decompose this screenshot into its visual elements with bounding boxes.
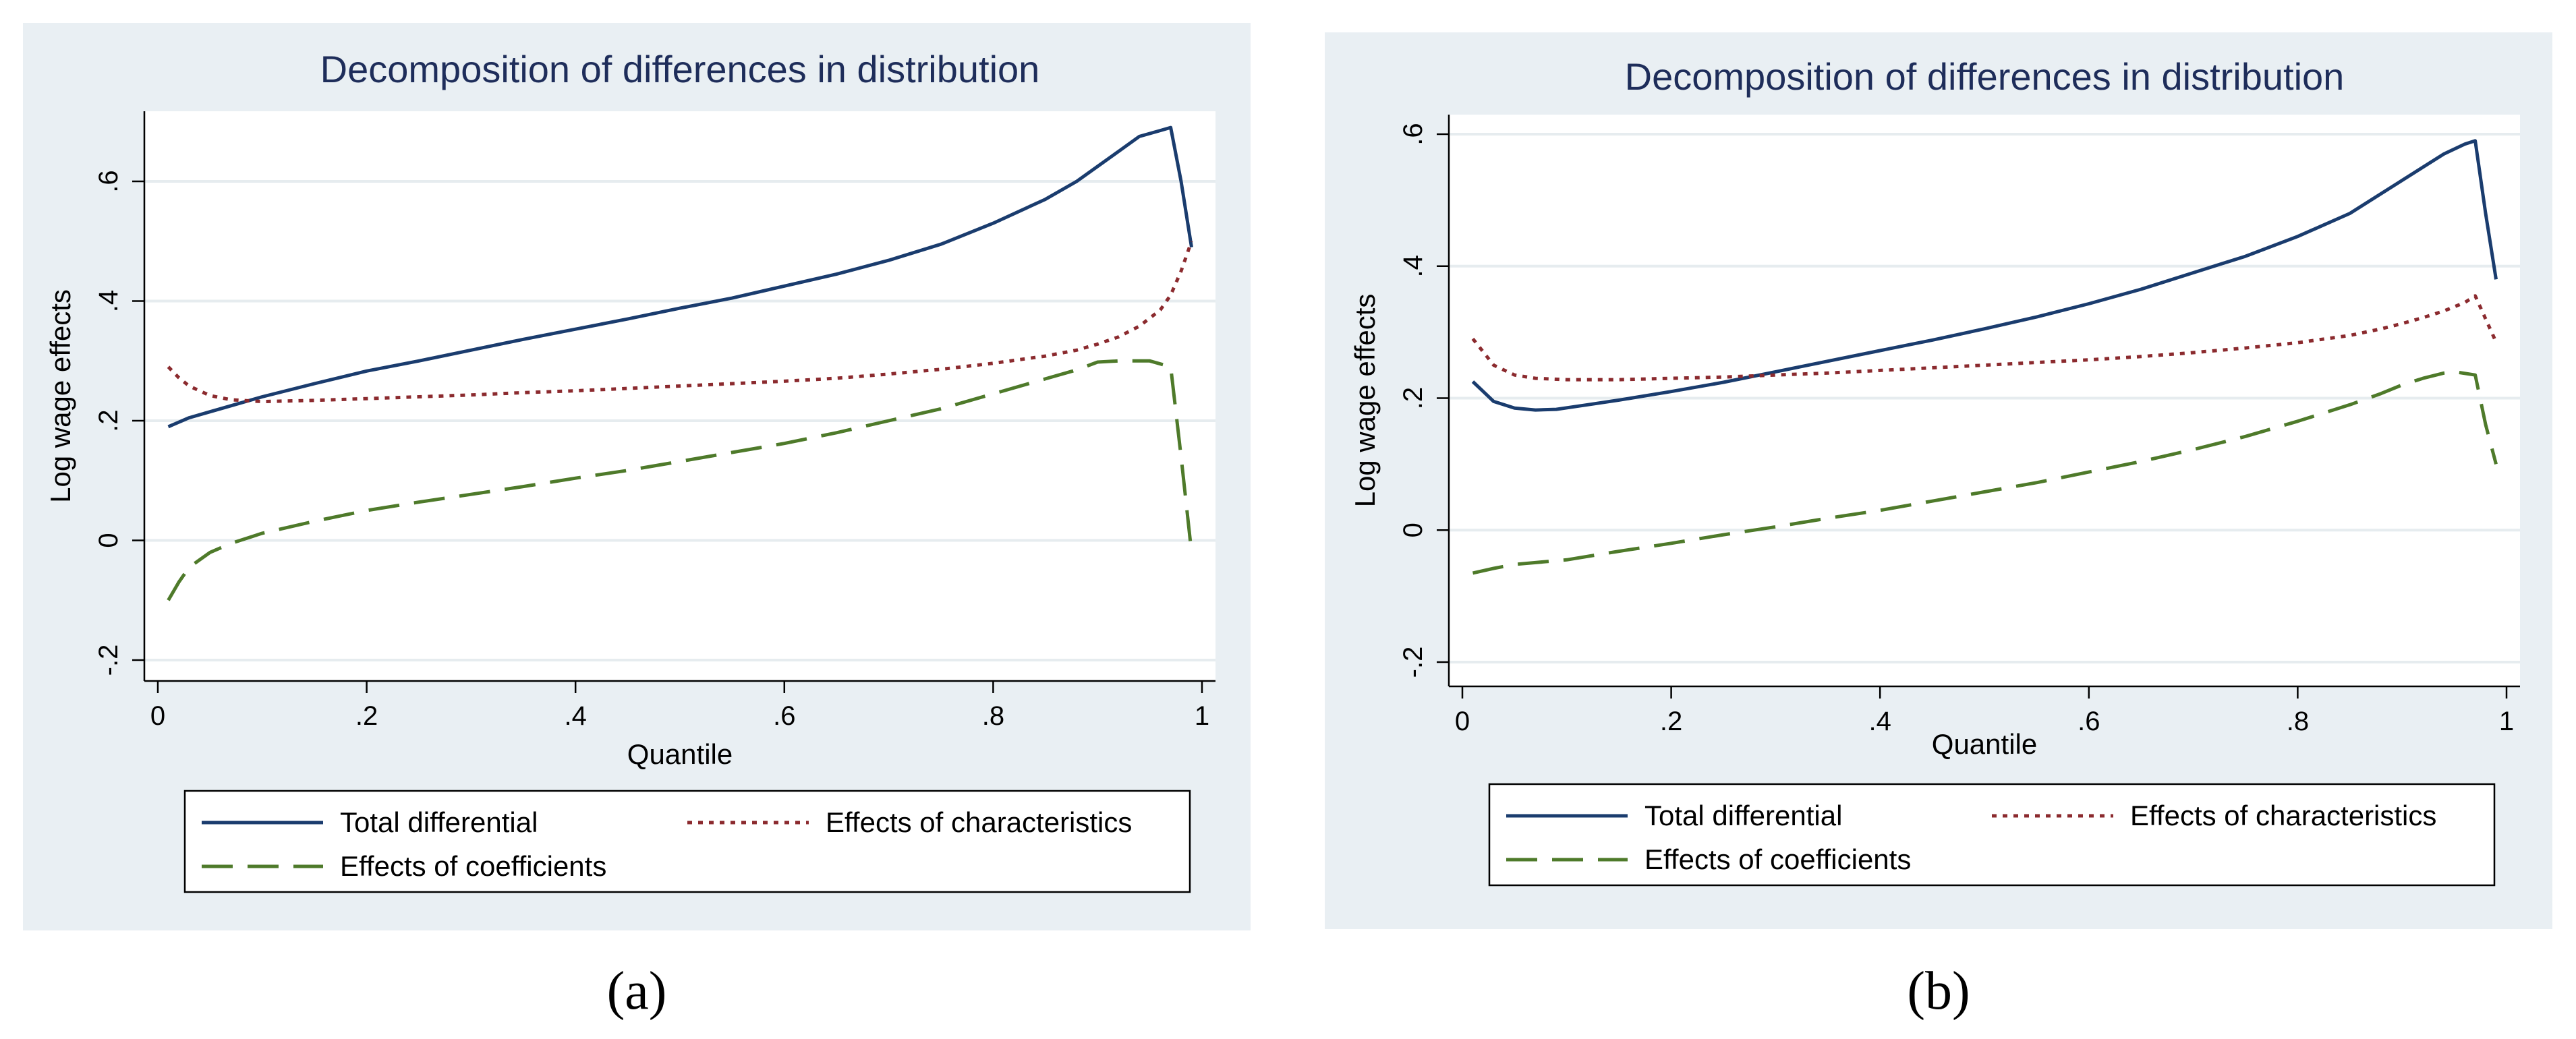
y-tick-label: 0 — [94, 533, 123, 547]
x-tick-label: 1 — [1195, 701, 1209, 731]
x-axis-label: Quantile — [627, 738, 733, 770]
chart-title: Decomposition of differences in distribu… — [320, 48, 1040, 90]
series-line-effects-of-characteristics — [1471, 294, 2498, 382]
legend-label: Effects of characteristics — [2130, 800, 2436, 831]
x-axis-label: Quantile — [1932, 728, 2037, 760]
chart-svg: -.2 0 .2 .4 .6 0 .2 .4 .6 .8 1 Decomposition of dif… — [23, 23, 1251, 930]
y-tick-label: -.2 — [94, 645, 123, 676]
x-tick-label: .6 — [2078, 707, 2100, 736]
x-tick-label: .8 — [2287, 707, 2309, 736]
chart-panel-b: -.2 0 .2 .4 .6 0 .2 .4 .6 .8 1 Decomposition of dif… — [1325, 0, 2552, 929]
chart-panel-a: -.2 0 .2 .4 .6 0 .2 .4 .6 .8 1 Decomposition of dif… — [23, 0, 1251, 930]
y-axis-label: Log wage effects — [45, 289, 76, 503]
y-tick-label: .6 — [94, 170, 123, 192]
legend-label: Effects of coefficients — [340, 850, 606, 882]
x-tick-label: .2 — [355, 701, 378, 731]
x-tick-label: 0 — [1455, 707, 1470, 736]
legend-label: Effects of coefficients — [1644, 843, 1911, 875]
series-line-effects-of-coefficients — [167, 359, 1193, 601]
legend-box — [183, 790, 1191, 893]
y-tick-label: .2 — [94, 409, 123, 432]
caption-b: (b) — [1907, 961, 1970, 1021]
legend-label: Effects of characteristics — [826, 806, 1132, 838]
series-line-effects-of-characteristics — [167, 240, 1193, 404]
legend-label: Total differential — [1644, 800, 1842, 831]
y-tick-label: .4 — [1398, 255, 1428, 277]
series-line-effects-of-coefficients — [1472, 369, 2498, 575]
y-tick-label: 0 — [1398, 523, 1428, 537]
x-tick-label: .2 — [1660, 707, 1682, 736]
x-tick-label: .4 — [565, 701, 587, 731]
caption-a: (a) — [606, 961, 667, 1021]
x-tick-label: 0 — [150, 701, 165, 731]
x-tick-label: .4 — [1869, 707, 1891, 736]
legend-box — [1488, 783, 2496, 887]
chart-svg: -.2 0 .2 .4 .6 0 .2 .4 .6 .8 1 Decomposition of dif… — [1325, 32, 2552, 929]
series-line-total-differential — [167, 125, 1193, 429]
chart-title: Decomposition of differences in distribu… — [1625, 55, 2345, 98]
plot-area — [144, 111, 1215, 681]
plot-area — [1449, 115, 2520, 686]
y-tick-label: .4 — [94, 290, 123, 312]
series-line-total-differential — [1471, 139, 2498, 412]
legend-label: Total differential — [340, 806, 538, 838]
y-tick-label: .6 — [1398, 123, 1428, 145]
x-tick-label: .8 — [982, 701, 1004, 731]
y-tick-label: .2 — [1398, 387, 1428, 409]
y-tick-label: -.2 — [1398, 647, 1428, 678]
x-tick-label: 1 — [2499, 707, 2514, 736]
x-tick-label: .6 — [773, 701, 795, 731]
y-axis-label: Log wage effects — [1349, 294, 1381, 508]
